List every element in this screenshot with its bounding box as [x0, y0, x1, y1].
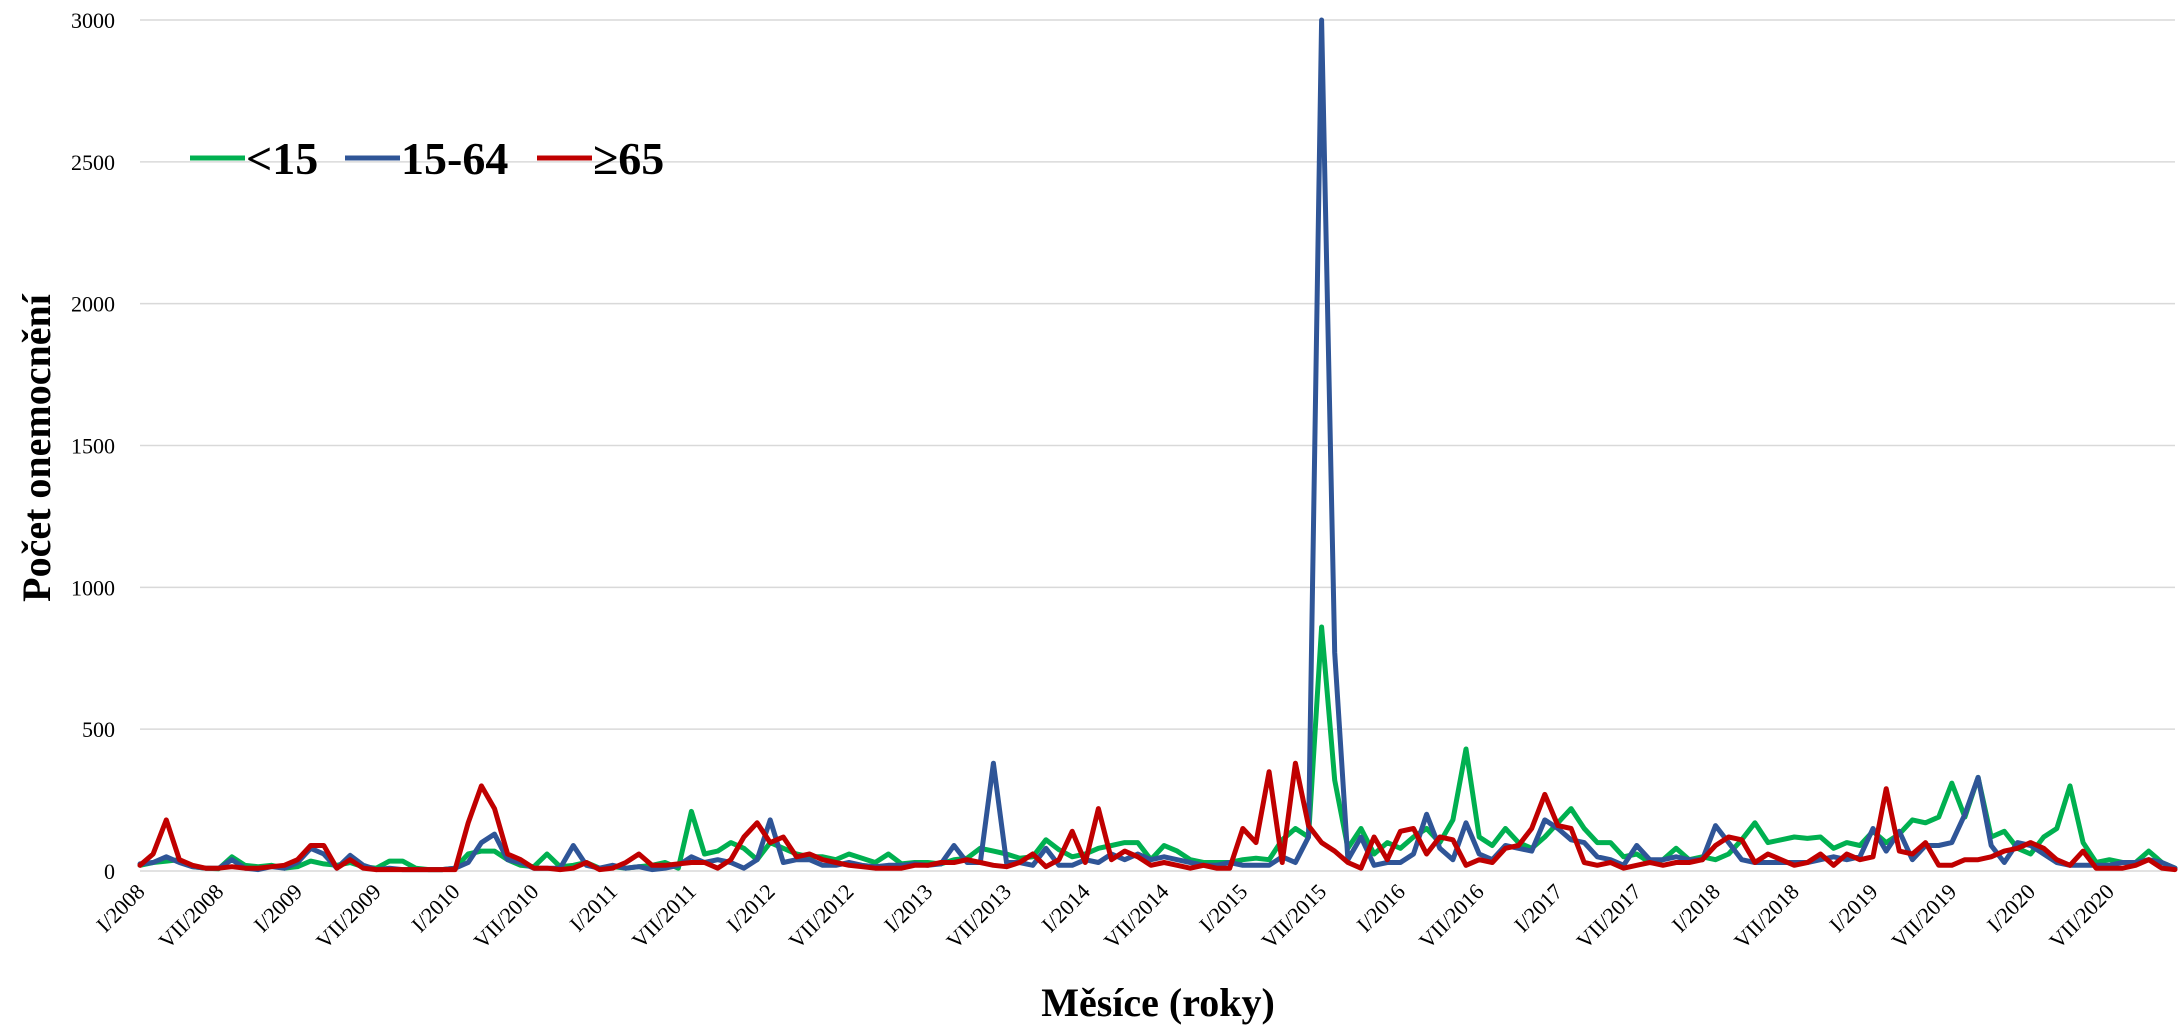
x-tick-label: VII/2008 — [154, 879, 229, 954]
x-tick-label: VII/2010 — [469, 879, 544, 954]
legend-label-0: <15 — [246, 133, 318, 184]
y-tick-label: 1000 — [71, 575, 115, 600]
x-tick-label: VII/2015 — [1256, 879, 1331, 954]
series-line-1 — [137, 17, 2178, 873]
x-tick-label: I/2015 — [1194, 879, 1252, 937]
x-tick-label: VII/2017 — [1572, 879, 1647, 954]
x-tick-label: I/2016 — [1352, 879, 1410, 937]
x-tick-label: VII/2009 — [311, 879, 386, 954]
x-tick-label: I/2010 — [406, 879, 464, 937]
y-axis-ticks: 0 500 1000 1500 2000 2500 3000 — [71, 8, 115, 884]
y-tick-label: 1500 — [71, 434, 115, 459]
x-tick-label: I/2017 — [1509, 879, 1567, 937]
series-lines — [137, 17, 2178, 873]
legend: <15 15-64 ≥65 — [190, 133, 664, 184]
series-line-2 — [137, 760, 2178, 873]
y-tick-label: 2500 — [71, 150, 115, 175]
x-tick-label: I/2009 — [249, 879, 307, 937]
gridlines — [140, 19, 2175, 872]
x-tick-label: I/2008 — [91, 879, 149, 937]
y-tick-label: 500 — [82, 717, 115, 742]
x-tick-label: VII/2019 — [1887, 879, 1962, 954]
x-axis-title: Měsíce (roky) — [1041, 980, 1275, 1025]
x-tick-label: VII/2020 — [2044, 879, 2119, 954]
x-tick-label: I/2020 — [1982, 879, 2040, 937]
x-tick-label: I/2019 — [1824, 879, 1882, 937]
y-axis-title: Počet onemocnění — [14, 293, 59, 602]
x-tick-label: I/2011 — [564, 879, 622, 937]
x-tick-label: VII/2016 — [1414, 879, 1489, 954]
y-tick-label: 3000 — [71, 8, 115, 33]
x-tick-label: I/2014 — [1037, 879, 1095, 937]
y-tick-label: 0 — [104, 859, 115, 884]
x-tick-label: VII/2018 — [1729, 879, 1804, 954]
legend-label-2: ≥65 — [593, 133, 664, 184]
x-tick-label: VII/2012 — [784, 879, 859, 954]
x-tick-label: I/2013 — [879, 879, 937, 937]
legend-label-1: 15-64 — [401, 133, 508, 184]
x-tick-label: VII/2013 — [941, 879, 1016, 954]
x-tick-label: VII/2011 — [627, 879, 701, 953]
series-line-0 — [137, 624, 2178, 873]
y-tick-label: 2000 — [71, 292, 115, 317]
x-tick-label: I/2018 — [1667, 879, 1725, 937]
x-tick-label: I/2012 — [721, 879, 779, 937]
x-axis-ticks: I/2008 VII/2008 I/2009 VII/2009 I/2010 VII/20… — [91, 879, 2119, 954]
x-tick-label: VII/2014 — [1099, 879, 1174, 954]
